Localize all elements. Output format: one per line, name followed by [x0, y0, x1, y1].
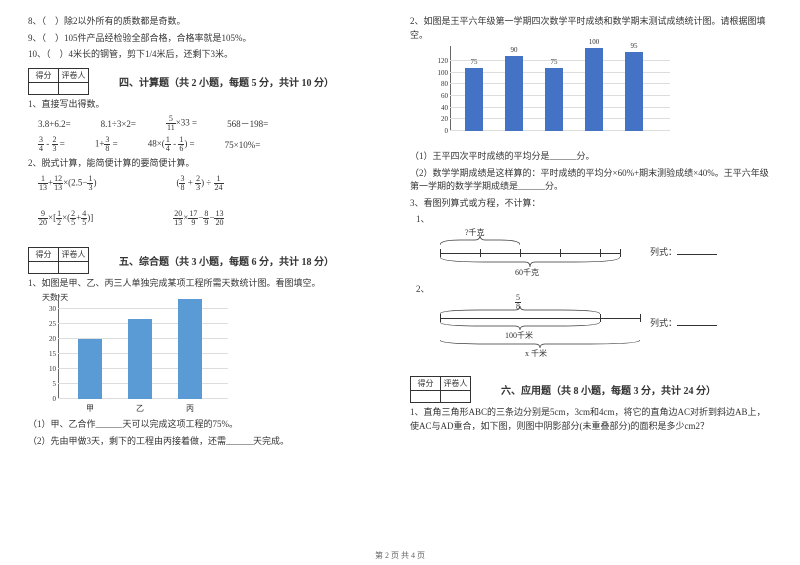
expr: 8.1÷3×2= [101, 119, 136, 129]
r-q3: 3、看图列算式或方程，不计算： [410, 197, 772, 211]
section4-title: 四、计算题（共 2 小题，每题 5 分，共计 10 分） [119, 74, 334, 89]
score-hdr: 得分 [411, 377, 441, 391]
s6-q1: 1、直角三角形ABC的三条边分别是5cm，3cm和4cm，将它的直角边AC对折到… [410, 406, 772, 433]
nl1-top: ?千克 [465, 227, 485, 238]
chart1: 天数/天 051015202530甲乙丙 [38, 294, 238, 414]
nl1-eq: 列式： [650, 245, 717, 258]
numberline-1: ?千克 60千克 列式： [420, 235, 762, 265]
nl-tick [640, 314, 641, 322]
expr: 3.8+6.2= [38, 119, 71, 129]
s5-q1: 1、如图是甲、乙、丙三人单独完成某项工程所需天数统计图。看图填空。 [28, 277, 390, 291]
s5-q1a: （1）甲、乙合作______天可以完成这项工程的75%。 [28, 418, 390, 432]
page-footer: 第 2 页 共 4 页 [375, 550, 425, 561]
marker-hdr: 评卷人 [59, 68, 89, 82]
score-table-5: 得分评卷人 [28, 247, 89, 274]
nl-line [440, 318, 640, 319]
nl-tick [600, 314, 601, 322]
q9: 9、（ ）105件产品经检验全部合格，合格率就是105%。 [28, 32, 390, 46]
nl-tick [480, 249, 481, 257]
score-hdr: 得分 [29, 68, 59, 82]
r-q3-1: 1、 [416, 213, 772, 227]
section5-title: 五、综合题（共 3 小题，每题 6 分，共计 18 分） [119, 253, 334, 268]
expr: 113+1213×(2.5−13) [38, 175, 96, 192]
q10: 10、（ ）4米长的钢管，剪下1/4米后，还剩下3米。 [28, 48, 390, 62]
nl-line [440, 253, 620, 254]
score-table-4: 得分评卷人 [28, 68, 89, 95]
chart2: 02040608010012075907510095 [430, 46, 680, 146]
expr: 34 - 23 = [38, 136, 65, 153]
nl-tick [560, 249, 561, 257]
score-table-6: 得分评卷人 [410, 376, 471, 403]
r-q3-2: 2、 [416, 283, 772, 297]
math-row-1: 3.8+6.2= 8.1÷3×2= 511×33 = 568－198= [38, 115, 380, 132]
expr: 75×10%= [225, 140, 261, 150]
math-row-3: 113+1213×(2.5−13) (38 + 23) ÷ 124 [38, 175, 380, 192]
nl-tick [600, 249, 601, 257]
score-hdr: 得分 [29, 247, 59, 261]
expr: 2013×179−89−1320 [173, 210, 224, 227]
nl-tick [620, 249, 621, 257]
marker-hdr: 评卷人 [441, 377, 471, 391]
nl2-bot: x 千米 [525, 348, 547, 359]
nl-tick [440, 314, 441, 322]
chart1-ytitle: 天数/天 [42, 292, 68, 303]
expr: 511×33 = [166, 115, 197, 132]
section4-header: 得分评卷人 四、计算题（共 2 小题，每题 5 分，共计 10 分） [28, 68, 390, 95]
r-q2a: （1）王平四次平时成绩的平均分是______分。 [410, 150, 772, 164]
r-q2b: （2）数学学期成绩是这样算的：平时成绩的平均分×60%+期末测验成绩×40%。王… [410, 167, 772, 194]
expr: 48×(14 - 16) = [148, 136, 195, 153]
section6-header: 得分评卷人 六、应用题（共 8 小题，每题 3 分，共计 24 分） [410, 376, 772, 403]
marker-hdr: 评卷人 [59, 247, 89, 261]
math-row-4: 920×[12×(25+45)] 2013×179−89−1320 [38, 210, 380, 227]
nl2-eq: 列式： [650, 316, 717, 329]
expr: (38 + 23) ÷ 124 [176, 175, 223, 192]
section6-title: 六、应用题（共 8 小题，每题 3 分，共计 24 分） [501, 382, 716, 397]
s4-q2: 2、脱式计算，能简便计算的要简便计算。 [28, 157, 390, 171]
math-row-2: 34 - 23 = 1+38 = 48×(14 - 16) = 75×10%= [38, 136, 380, 153]
numberline-2: 58 100千米 x 千米 列式： [420, 304, 762, 354]
section5-header: 得分评卷人 五、综合题（共 3 小题，每题 6 分，共计 18 分） [28, 247, 390, 274]
s4-q1: 1、直接写出得数。 [28, 98, 390, 112]
expr: 568－198= [227, 117, 268, 130]
q8: 8、（ ）除2以外所有的质数都是奇数。 [28, 15, 390, 29]
nl-tick [440, 249, 441, 257]
expr: 1+38 = [95, 136, 118, 153]
expr: 920×[12×(25+45)] [38, 210, 93, 227]
nl1-bot: 60千克 [515, 267, 539, 278]
nl-tick [520, 249, 521, 257]
brace-top-icon [440, 306, 600, 316]
s5-q1b: （2）先由甲做3天，剩下的工程由丙接着做，还需______天完成。 [28, 435, 390, 449]
